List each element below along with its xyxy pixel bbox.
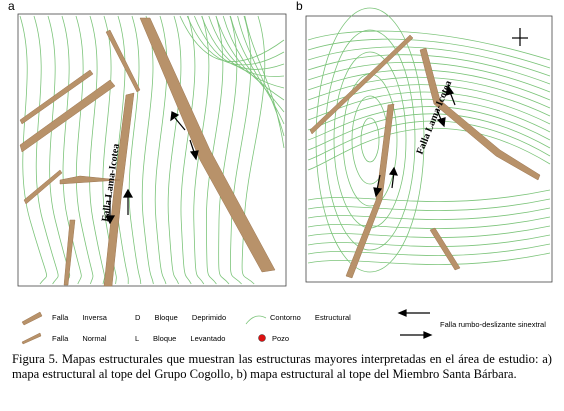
legend-text: Falla Normal	[52, 334, 107, 343]
contour	[179, 15, 285, 62]
contour	[19, 15, 47, 285]
contour	[167, 15, 182, 285]
contour	[218, 15, 238, 285]
contour	[307, 243, 551, 256]
fault	[19, 69, 94, 125]
contour	[307, 225, 551, 238]
contour	[307, 84, 551, 117]
fault	[429, 227, 461, 271]
legend-text: Pozo	[272, 334, 289, 343]
figure: a b Falla Lama-Icotea Falla Lama-Icotea …	[8, 0, 553, 345]
contour	[307, 207, 551, 220]
contour	[307, 198, 551, 211]
legend-symbol	[21, 332, 42, 345]
contour	[307, 91, 551, 125]
fault	[419, 47, 541, 181]
arrows	[104, 28, 528, 225]
contour	[33, 15, 59, 285]
fault	[345, 103, 395, 279]
contour	[222, 15, 285, 113]
legend-symbol	[397, 309, 433, 339]
fault	[19, 79, 116, 153]
contour	[307, 216, 551, 229]
contour	[241, 15, 266, 285]
contour	[128, 15, 142, 285]
contour	[201, 15, 285, 77]
contour	[307, 189, 551, 202]
panel-label: b	[296, 0, 303, 13]
contour	[215, 15, 285, 101]
contour	[208, 15, 285, 89]
legend-symbol	[21, 311, 43, 326]
contour	[230, 15, 285, 125]
caption: Figura 5. Mapas estructurales que muestr…	[12, 352, 552, 381]
contour	[205, 15, 224, 285]
legend-symbol	[245, 315, 267, 325]
contour	[141, 15, 154, 285]
legend-symbol	[258, 334, 266, 342]
map-frame	[17, 13, 287, 287]
contour	[89, 15, 106, 285]
fault	[103, 92, 135, 287]
contour	[193, 15, 210, 285]
legend: Falla Inversa Falla Normal D Bloque Depr…	[21, 309, 546, 345]
panel-label: a	[8, 0, 15, 13]
contour	[307, 30, 551, 61]
fault	[59, 175, 121, 185]
legend-text: Falla rumbo-deslizante sinextral	[440, 320, 546, 329]
contour	[180, 15, 196, 285]
contour	[194, 15, 285, 70]
contour	[333, 51, 407, 229]
contour	[307, 46, 551, 77]
contour	[360, 117, 380, 163]
contour	[307, 252, 551, 265]
contour	[47, 15, 71, 285]
legend-text: D Bloque Deprimido	[135, 313, 226, 322]
map-a	[17, 13, 287, 287]
contour	[244, 15, 285, 149]
contour	[61, 15, 82, 285]
contour	[307, 76, 551, 109]
contour	[307, 120, 551, 161]
contour	[186, 15, 285, 66]
legend-text: Contorno Estructural	[270, 313, 351, 322]
contour	[307, 234, 551, 247]
contour	[102, 15, 117, 285]
legend-text: Falla Inversa	[52, 313, 108, 322]
fault	[139, 17, 276, 273]
fault	[63, 219, 76, 286]
legend-text: L Bloque Levantado	[135, 334, 225, 343]
fault	[105, 29, 141, 93]
contour	[315, 7, 425, 273]
fault	[309, 34, 414, 135]
fault	[23, 169, 63, 205]
contour	[342, 73, 398, 207]
contour	[307, 127, 551, 171]
contour	[75, 15, 94, 285]
contour	[307, 38, 551, 69]
